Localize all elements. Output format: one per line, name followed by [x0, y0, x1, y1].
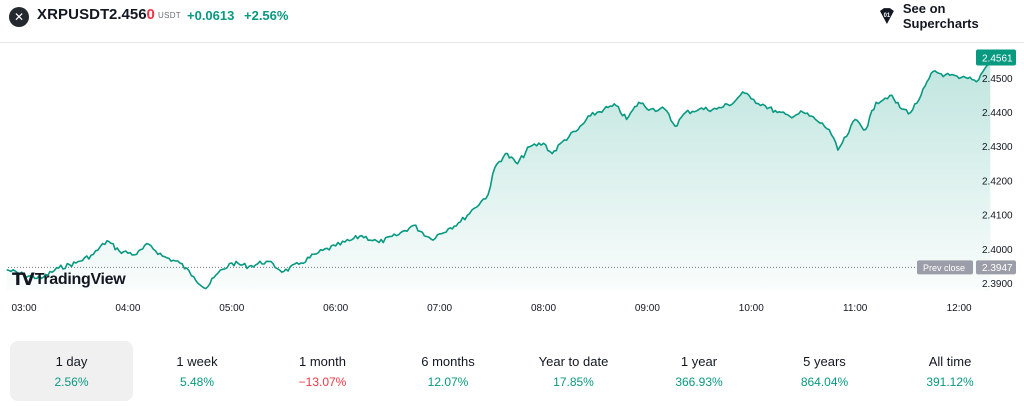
last-price-label-bg	[976, 49, 1016, 66]
price-line	[6, 57, 992, 290]
prev-close-tag-bg	[917, 260, 973, 275]
tradingview-supercharts-icon: 01	[879, 8, 894, 24]
symbol-header: ✕ XRPUSDT 2.4560 USDT +0.0613 +2.56% 01 …	[0, 0, 1024, 34]
period-change: −13.07%	[298, 375, 347, 389]
xrp-logo-icon: ✕	[9, 7, 29, 27]
period-year-to-date[interactable]: Year to date 17.85%	[512, 341, 635, 401]
price-currency: USDT	[158, 11, 181, 20]
period-label: 1 year	[680, 354, 718, 369]
period-label: 6 months	[421, 354, 475, 369]
period-1-week[interactable]: 1 week 5.48%	[136, 341, 259, 401]
price-chart[interactable]: 2.4500 2.4400 2.4300 2.4200 2.4100 2.4000 2.39…	[0, 43, 1024, 320]
period-change: 366.93%	[675, 375, 723, 389]
x-axis-tick-label: 12:00	[947, 303, 972, 314]
period-1-day[interactable]: 1 day 2.56%	[10, 341, 133, 401]
price-change-percent: +2.56%	[244, 8, 289, 23]
last-price-main: 2.456	[109, 6, 147, 23]
x-axis-tick-label: 10:00	[739, 303, 764, 314]
x-axis-tick-label: 04:00	[115, 303, 140, 314]
period-label: 1 month	[299, 354, 346, 369]
prev-close-value: 2.3947	[982, 263, 1013, 274]
period-change: 864.04%	[800, 375, 849, 389]
y-axis-tick-label: 2.4000	[982, 245, 1013, 256]
x-axis-tick-label: 03:00	[11, 303, 36, 314]
period-change: 17.85%	[553, 375, 594, 389]
x-axis-tick-label: 07:00	[427, 303, 452, 314]
tradingview-logo[interactable]: TV TradingView	[12, 269, 126, 291]
x-axis-tick-label: 09:00	[635, 303, 660, 314]
last-price: 2.4560	[109, 6, 155, 23]
y-axis-tick-label: 2.3900	[982, 279, 1013, 290]
period-selector: 1 day 2.56% 1 week 5.48% 1 month −13.07% 6 …	[10, 341, 1014, 401]
period-1-month[interactable]: 1 month −13.07%	[261, 341, 384, 401]
tradingview-wordmark: TradingView	[34, 271, 126, 288]
period-all-time[interactable]: All time 391.12%	[889, 341, 1012, 401]
price-area-fill	[6, 57, 991, 291]
prev-close-tag: Prev close	[923, 263, 965, 273]
price-chart-svg[interactable]: 2.4500 2.4400 2.4300 2.4200 2.4100 2.4000 2.39…	[0, 43, 1024, 320]
period-change: 2.56%	[54, 375, 89, 389]
period-change: 12.07%	[427, 375, 469, 389]
last-price-last-digit: 0	[146, 6, 155, 23]
y-axis-tick-label: 2.4300	[982, 142, 1013, 153]
period-5-years[interactable]: 5 years 864.04%	[763, 341, 886, 401]
symbol-name[interactable]: XRPUSDT	[37, 6, 110, 23]
x-axis-tick-label: 05:00	[219, 303, 244, 314]
tradingview-mark-icon: TV	[12, 270, 35, 290]
y-axis-tick-label: 2.4500	[982, 74, 1013, 85]
prev-close-value-bg	[976, 260, 1016, 275]
header-divider	[0, 42, 1024, 43]
period-1-year[interactable]: 1 year 366.93%	[638, 341, 761, 401]
period-6-months[interactable]: 6 months 12.07%	[387, 341, 510, 401]
period-label: 5 years	[803, 354, 846, 369]
supercharts-label: See on Supercharts	[902, 1, 979, 31]
x-axis-tick-label: 06:00	[323, 303, 348, 314]
last-price-label: 2.4561	[982, 53, 1013, 64]
period-label: 1 week	[176, 354, 218, 369]
y-axis-tick-label: 2.4200	[982, 176, 1013, 187]
period-label: 1 day	[55, 354, 88, 369]
x-axis-tick-label: 08:00	[531, 303, 556, 314]
period-change: 391.12%	[926, 375, 974, 389]
svg-text:01: 01	[884, 13, 891, 19]
see-on-supercharts-link[interactable]: 01 See on Supercharts	[877, 1, 1024, 31]
y-axis-tick-label: 2.4100	[982, 211, 1013, 222]
y-axis-tick-label: 2.4400	[982, 108, 1013, 119]
period-change: 5.48%	[179, 375, 215, 389]
price-change: +0.0613	[187, 8, 235, 23]
x-axis-tick-label: 11:00	[843, 303, 868, 314]
period-label: All time	[928, 354, 972, 369]
period-label: Year to date	[538, 354, 609, 369]
